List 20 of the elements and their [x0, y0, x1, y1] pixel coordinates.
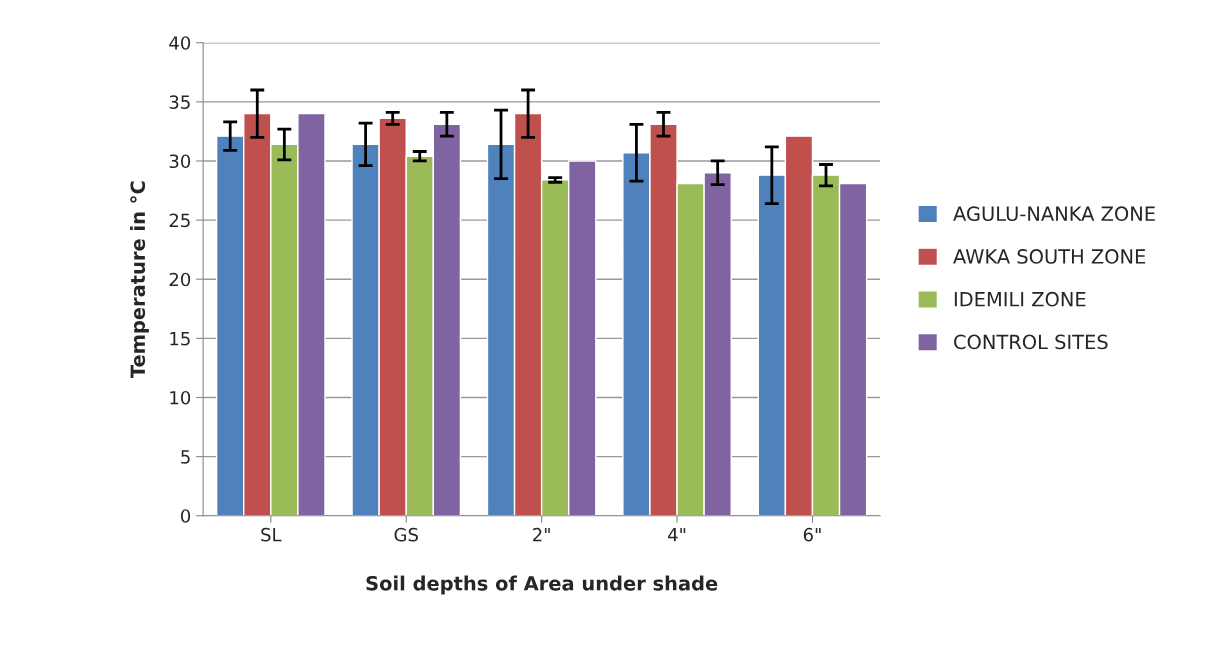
y-tick-label: 15	[170, 332, 190, 346]
legend-label: AGULU-NANKA ZONE	[953, 206, 1155, 222]
legend-label: CONTROL SITES	[954, 334, 1108, 350]
y-axis-title: Temperature in °C	[130, 181, 149, 379]
legend-label: IDEMILI ZONE	[954, 291, 1086, 307]
y-tick-label: 0	[181, 509, 191, 523]
legend-label: AWKA SOUTH ZONE	[953, 249, 1146, 264]
y-tick-label: 30	[169, 154, 191, 169]
y-tick-label: 25	[169, 213, 190, 228]
x-tick-label: GS	[394, 527, 418, 542]
x-tick-label: 6"	[803, 527, 821, 542]
x-axis-title: Soil depths of Area under shade	[366, 575, 718, 595]
y-tick-label: 5	[181, 450, 190, 464]
x-tick-label: SL	[261, 527, 282, 542]
y-tick-label: 10	[170, 390, 191, 405]
x-tick-label: 2"	[533, 527, 550, 542]
y-tick-label: 35	[169, 95, 190, 109]
y-tick-label: 40	[169, 36, 191, 50]
x-tick-label: 4"	[668, 528, 686, 542]
y-tick-label: 20	[169, 272, 191, 287]
